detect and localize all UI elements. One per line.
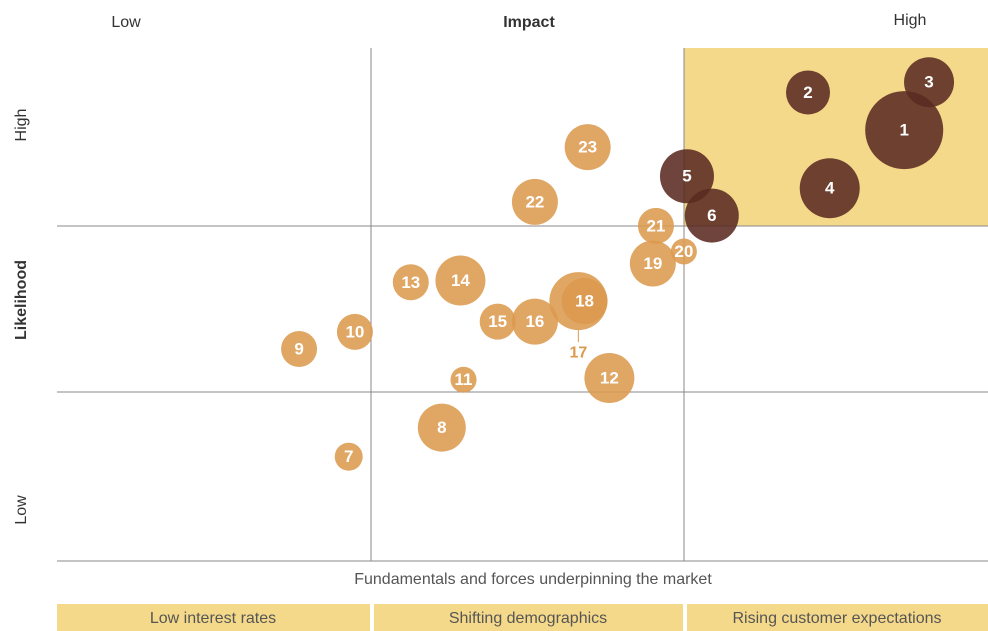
y-high: High [13, 109, 30, 142]
bubble [637, 207, 674, 244]
bubble [450, 366, 477, 393]
bubble-label: 23 [578, 138, 597, 157]
x-high: High [894, 12, 927, 29]
bubble-label: 2 [803, 83, 812, 102]
bubble [511, 178, 558, 225]
bubble [670, 238, 697, 265]
bubble [799, 158, 860, 219]
bubble [786, 70, 831, 115]
bubble-label: 8 [437, 418, 446, 437]
bubble-label: 22 [525, 192, 544, 211]
bubble-label: 20 [674, 242, 693, 261]
bubble-label: 1 [899, 121, 908, 140]
bubble-label: 12 [600, 369, 619, 388]
bubble [564, 124, 611, 171]
band [374, 604, 683, 631]
band [687, 604, 988, 631]
band-label: Low interest rates [150, 610, 276, 627]
bubble [417, 403, 466, 452]
bubble-label: 6 [707, 206, 716, 225]
bubble-label: 13 [401, 273, 420, 292]
x-low: Low [111, 14, 141, 31]
band-label: Rising customer expectations [733, 610, 942, 627]
bubble-label: 11 [455, 370, 473, 389]
bubble [904, 57, 955, 108]
bubble [281, 330, 318, 367]
bubble-label: 3 [924, 73, 933, 92]
bubble [435, 255, 486, 306]
y-axis-label: Likelihood [13, 260, 30, 340]
bubble [392, 264, 429, 301]
bubble-label: 16 [525, 312, 544, 331]
bubble-label: 10 [345, 322, 364, 341]
bubble-label: 15 [488, 312, 507, 331]
x-axis-label: Impact [503, 14, 555, 31]
bubble [629, 240, 676, 287]
bubble-label: 19 [643, 254, 662, 273]
bubble-label: 4 [825, 179, 835, 198]
bubble [659, 149, 714, 204]
bubble-label: 7 [344, 447, 353, 466]
bubble [336, 313, 373, 350]
caption: Fundamentals and forces underpinning the… [354, 571, 712, 588]
bubble-label: 21 [646, 216, 665, 235]
bubble [479, 303, 516, 340]
bubble-label: 9 [294, 339, 303, 358]
bubble [865, 91, 944, 170]
bubble-label: 5 [682, 167, 691, 186]
bubble [684, 188, 739, 243]
bubble-label: 17 [569, 344, 587, 361]
bubble [511, 298, 558, 345]
band [57, 604, 370, 631]
y-low: Low [13, 495, 30, 525]
bubble [561, 278, 608, 325]
band-label: Shifting demographics [449, 610, 607, 627]
bubble-label: 14 [451, 271, 470, 290]
bubble-label: 18 [575, 292, 594, 311]
bubble [334, 442, 363, 471]
bubble [584, 353, 635, 404]
